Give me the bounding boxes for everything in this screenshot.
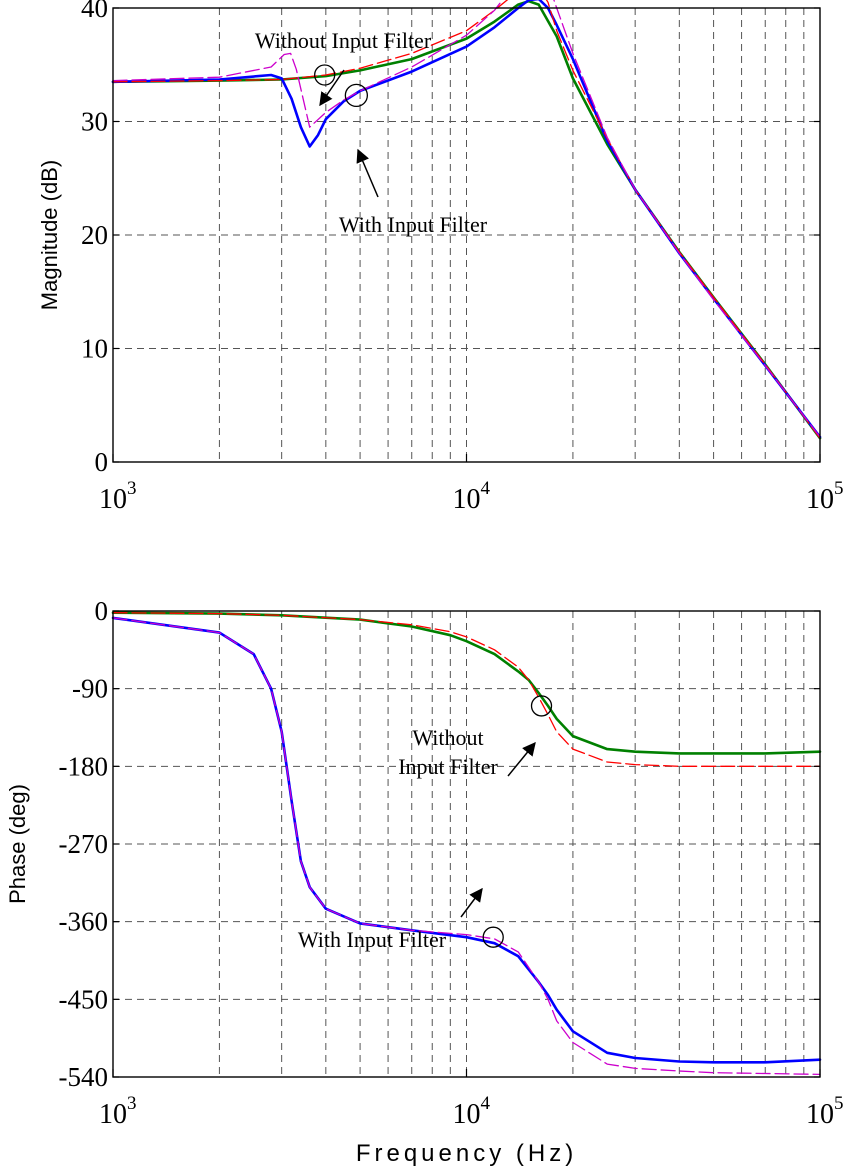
- magnitude-series-3-line: [112, 0, 821, 438]
- phase-annotation-label: Without Input Filter: [398, 725, 498, 779]
- phase-y-tick-label: -540: [59, 1062, 109, 1092]
- magnitude-x-tick-base: 10: [806, 484, 834, 515]
- phase-y-axis-label: Phase (deg): [5, 784, 30, 904]
- magnitude-annotation-line: Without Input Filter: [255, 28, 432, 53]
- phase-grid: [113, 611, 820, 1077]
- magnitude-annotation-circle: [344, 83, 369, 108]
- phase-y-tick-label: -180: [59, 751, 109, 781]
- phase-annotation-arrow: [460, 887, 483, 918]
- magnitude-series-2-line: [112, 0, 821, 439]
- phase-x-tick-label: 104: [453, 1093, 491, 1130]
- phase-annotation-circle: [482, 926, 504, 948]
- phase-x-tick-base: 10: [806, 1099, 834, 1130]
- phase-annotation-label: With Input Filter: [298, 927, 447, 952]
- magnitude-x-tick-exponent: 5: [834, 478, 844, 499]
- phase-x-tick-label: 105: [806, 1093, 844, 1130]
- magnitude-x-tick-label: 103: [99, 478, 137, 515]
- phase-x-tick-exponent: 5: [834, 1093, 844, 1114]
- magnitude-annotation-line: With Input Filter: [339, 212, 488, 237]
- phase-y-tick-label: 0: [95, 596, 109, 626]
- phase-y-tick-label: -270: [59, 829, 109, 859]
- phase-x-tick-label: 103: [99, 1093, 137, 1130]
- magnitude-grid: [113, 8, 820, 462]
- magnitude-x-tick-exponent: 4: [481, 478, 491, 499]
- magnitude-x-tick-exponent: 3: [127, 478, 137, 499]
- magnitude-annotation-label: With Input Filter: [339, 212, 488, 237]
- magnitude-annotation-arrow: [356, 148, 379, 198]
- magnitude-annotation-arrow: [319, 69, 345, 107]
- phase-y-tick-label: -450: [59, 984, 109, 1014]
- phase-annotation-circle: [530, 695, 553, 717]
- magnitude-x-tick-base: 10: [453, 484, 481, 515]
- magnitude-y-axis-label: Magnitude (dB): [37, 160, 62, 310]
- phase-annotation-line: With Input Filter: [298, 927, 447, 952]
- magnitude-annotation-circle: [314, 64, 336, 86]
- phase-series-3-line: [112, 617, 821, 1076]
- phase-x-tick-base: 10: [99, 1099, 127, 1130]
- phase-annotation-line: Without: [412, 725, 483, 750]
- phase-y-tick-label: -90: [72, 674, 108, 704]
- phase-x-axis-label: Frequency (Hz): [356, 1140, 577, 1167]
- phase-x-tick-base: 10: [453, 1099, 481, 1130]
- magnitude-y-tick-label: 10: [81, 334, 108, 364]
- magnitude-y-tick-label: 40: [81, 0, 108, 23]
- magnitude-y-tick-label: 0: [95, 447, 109, 477]
- magnitude-y-tick-label: 30: [81, 107, 108, 137]
- magnitude-y-tick-label: 20: [81, 220, 108, 250]
- phase-annotation-line: Input Filter: [398, 754, 498, 779]
- phase-annotation-arrow: [507, 741, 536, 777]
- magnitude-annotation-label: Without Input Filter: [255, 28, 432, 53]
- magnitude-x-tick-label: 104: [453, 478, 491, 515]
- phase-x-tick-exponent: 4: [481, 1093, 491, 1114]
- magnitude-x-tick-label: 105: [806, 478, 844, 515]
- phase-x-tick-exponent: 3: [127, 1093, 137, 1114]
- magnitude-x-tick-base: 10: [99, 484, 127, 515]
- phase-y-tick-label: -360: [59, 907, 109, 937]
- phase-series-2-line: [112, 612, 821, 767]
